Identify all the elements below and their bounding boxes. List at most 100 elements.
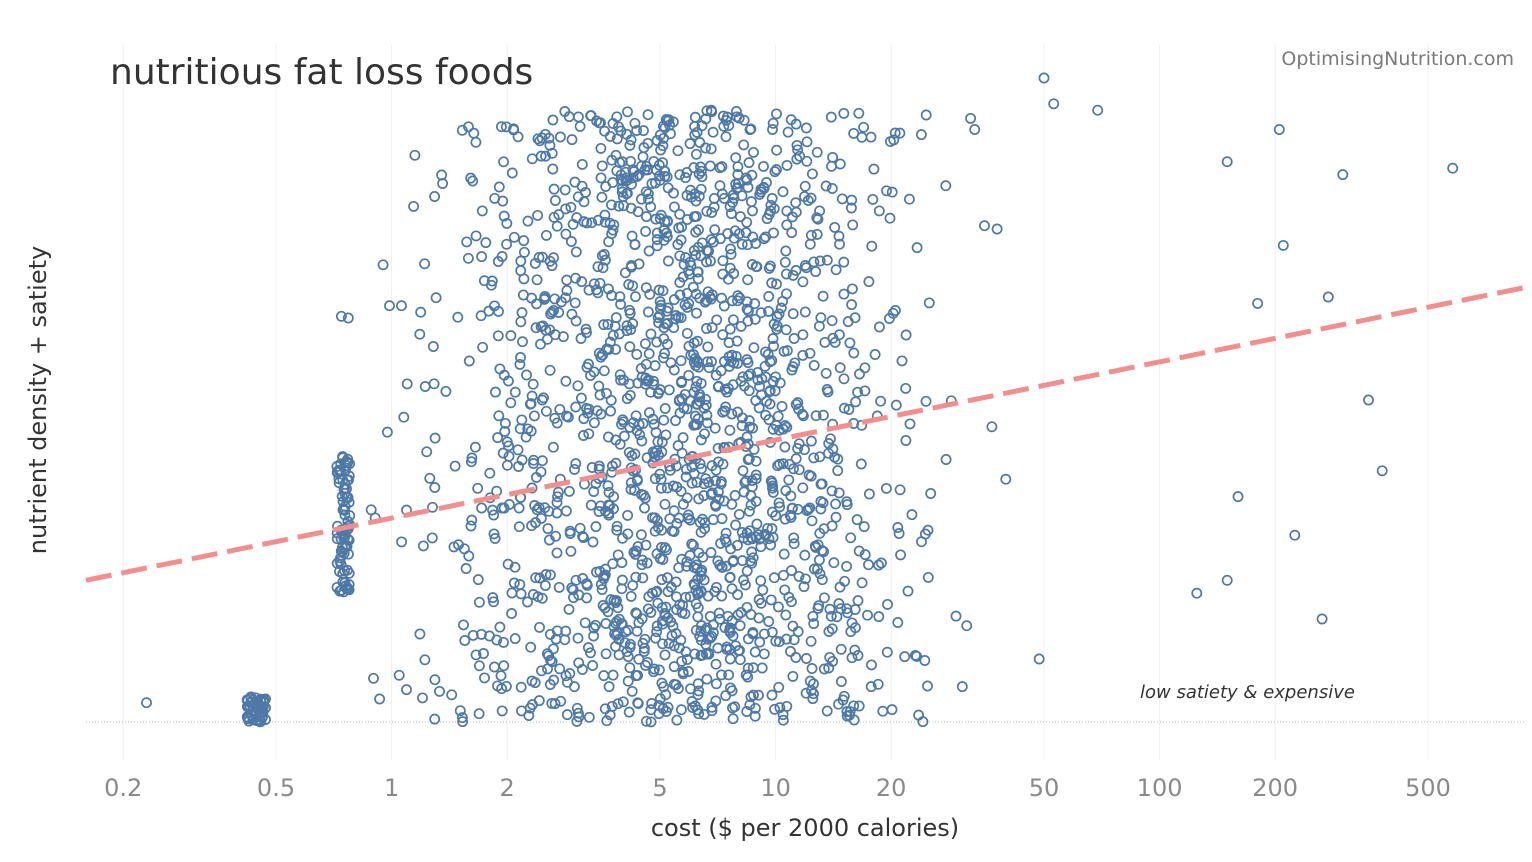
data-point	[632, 669, 644, 681]
data-point	[653, 664, 665, 676]
data-point	[687, 539, 699, 551]
data-point	[472, 574, 484, 586]
data-point	[626, 685, 638, 697]
data-point	[749, 702, 761, 714]
data-point	[853, 700, 865, 712]
data-point	[635, 529, 647, 541]
data-point	[745, 691, 757, 703]
data-point	[728, 232, 740, 244]
data-point	[518, 235, 530, 247]
data-point	[476, 205, 488, 217]
data-point	[902, 585, 914, 597]
data-point	[859, 385, 871, 397]
data-point	[810, 541, 822, 553]
data-point	[762, 522, 774, 534]
data-point	[377, 259, 389, 271]
data-point	[398, 411, 410, 423]
data-point	[736, 190, 748, 202]
data-point	[748, 689, 759, 701]
data-point	[596, 191, 608, 203]
data-point	[755, 575, 767, 587]
data-point	[826, 183, 838, 194]
data-point	[506, 167, 518, 179]
data-point	[701, 417, 713, 429]
data-point	[580, 323, 592, 335]
data-point	[895, 549, 907, 561]
data-point	[716, 669, 727, 681]
data-point	[790, 453, 802, 465]
data-point	[542, 523, 554, 535]
data-point	[965, 112, 977, 124]
data-point	[746, 481, 758, 493]
data-point	[342, 492, 354, 504]
data-point	[629, 238, 641, 250]
data-point	[639, 164, 651, 176]
data-point	[642, 137, 654, 149]
data-point	[517, 336, 528, 348]
data-point	[526, 520, 538, 532]
data-point	[554, 131, 566, 143]
data-point	[508, 577, 520, 589]
data-point	[560, 505, 572, 517]
data-point	[597, 600, 609, 611]
data-point	[899, 651, 911, 663]
data-point	[659, 216, 671, 228]
data-point	[1000, 473, 1012, 485]
data-point	[700, 399, 712, 411]
data-point	[640, 715, 652, 727]
data-point	[337, 452, 349, 464]
data-point	[566, 582, 578, 594]
data-point	[709, 422, 721, 434]
data-point	[509, 633, 521, 645]
data-point	[721, 641, 733, 653]
data-point	[731, 183, 743, 194]
data-point	[803, 469, 815, 481]
data-point	[732, 609, 744, 621]
data-point	[727, 702, 738, 714]
data-point	[712, 456, 724, 468]
data-point	[516, 414, 528, 426]
data-point	[658, 234, 670, 246]
data-point	[724, 424, 736, 436]
data-point	[604, 217, 616, 229]
x-tick-label: 0.5	[257, 774, 295, 802]
x-tick-label: 50	[1029, 774, 1060, 802]
data-point	[786, 565, 797, 576]
data-point	[731, 539, 743, 551]
data-point	[649, 360, 661, 372]
data-point	[601, 715, 613, 727]
data-point	[562, 411, 574, 423]
data-point	[727, 314, 739, 326]
data-point	[844, 337, 856, 349]
data-point	[408, 200, 420, 212]
data-point	[547, 163, 559, 175]
data-point	[429, 482, 441, 493]
data-point	[652, 312, 664, 324]
data-point	[599, 602, 611, 614]
data-point	[695, 434, 707, 446]
data-point	[643, 348, 655, 360]
data-point	[515, 588, 527, 600]
data-point	[618, 200, 629, 212]
data-point	[730, 519, 742, 531]
data-point	[335, 310, 347, 322]
data-point	[675, 355, 687, 367]
x-tick-label: 500	[1405, 774, 1451, 802]
data-point	[681, 463, 692, 475]
data-point	[499, 417, 511, 429]
data-point	[821, 705, 833, 717]
data-point	[585, 647, 596, 659]
data-point	[501, 436, 513, 448]
data-point	[797, 482, 809, 494]
data-point	[775, 302, 787, 314]
data-point	[769, 703, 781, 715]
data-point	[842, 316, 854, 328]
data-point	[563, 485, 575, 497]
data-point	[498, 636, 509, 648]
data-point	[841, 560, 853, 572]
data-point	[604, 709, 616, 721]
data-point	[473, 660, 485, 672]
data-point	[515, 255, 527, 267]
data-point	[641, 452, 653, 464]
data-point	[687, 702, 699, 713]
